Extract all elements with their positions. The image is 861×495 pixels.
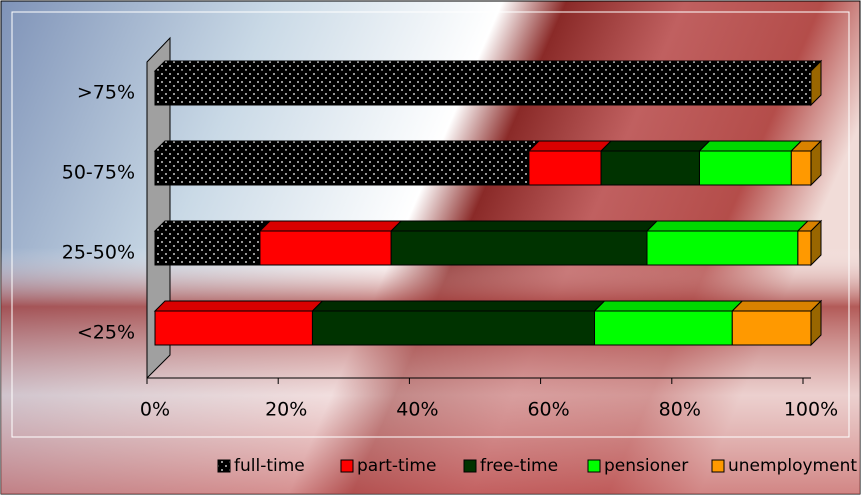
bar-side (810, 59, 822, 107)
bar-front (698, 150, 792, 186)
bar-segment (258, 220, 403, 266)
x-tick-label: 100% (784, 399, 838, 421)
bar-segment (796, 219, 823, 267)
bar-segment (311, 300, 606, 346)
legend-swatch (711, 459, 725, 473)
bar-front (797, 230, 812, 266)
bar-front (311, 310, 596, 346)
x-tick-label: 80% (659, 399, 701, 421)
bar-side (810, 299, 822, 347)
y-tick-label: >75% (77, 82, 135, 104)
bar-segment (645, 220, 810, 266)
bar-front (646, 230, 799, 266)
y-tick-label: 50-75% (62, 162, 135, 184)
legend-label: free-time (480, 456, 558, 476)
plot-frame (11, 11, 850, 438)
bar-segment (527, 140, 613, 186)
bar-front (390, 230, 648, 266)
bar-segment (153, 220, 272, 266)
y-tick-label: 25-50% (62, 242, 135, 264)
x-tick-label: 40% (396, 399, 438, 421)
bar-top (599, 140, 711, 152)
bar-top (593, 300, 744, 312)
legend: full-time part-time free-time pensioner unem… (217, 456, 857, 476)
bar-segment (731, 299, 823, 347)
bar-segment (790, 139, 823, 187)
bar-front (594, 310, 733, 346)
x-tick-label: 60% (527, 399, 569, 421)
bar-segment (153, 140, 541, 186)
plot (146, 59, 823, 384)
bar-top (311, 300, 606, 312)
legend-swatch (463, 459, 477, 473)
legend-swatch (340, 459, 354, 473)
bar-front (259, 230, 392, 266)
bar-front (154, 310, 313, 346)
bar-front (790, 150, 812, 186)
bar-segment (153, 59, 823, 107)
legend-label: unemployment (728, 456, 857, 476)
bar-top (389, 220, 659, 232)
legend-label: full-time (234, 456, 305, 476)
bar-front (154, 70, 812, 106)
x-tick-label: 0% (140, 399, 170, 421)
bar-front (154, 150, 530, 186)
bar-top (527, 140, 613, 152)
bar-top (153, 300, 324, 312)
bar-top (153, 60, 823, 72)
y-tick-label: <25% (77, 322, 135, 344)
bar-front (600, 150, 700, 186)
bar-top (153, 140, 541, 152)
bar-front (528, 150, 602, 186)
legend-label: pensioner (604, 456, 688, 476)
bar-segment (153, 300, 324, 346)
bar-top (258, 220, 403, 232)
bar-side (810, 219, 822, 267)
bar-top (153, 220, 272, 232)
bar-top (731, 300, 823, 312)
bar-segment (593, 300, 744, 346)
bar-top (698, 140, 803, 152)
bar-segment (698, 140, 803, 186)
x-tick-label: 20% (265, 399, 307, 421)
bar-top (645, 220, 810, 232)
bar-front (154, 230, 261, 266)
legend-swatch (217, 459, 231, 473)
legend-swatch (587, 459, 601, 473)
bar-front (731, 310, 812, 346)
bar-segment (599, 140, 711, 186)
bar-segment (389, 220, 659, 266)
legend-label: part-time (357, 456, 436, 476)
bar-side (810, 139, 822, 187)
